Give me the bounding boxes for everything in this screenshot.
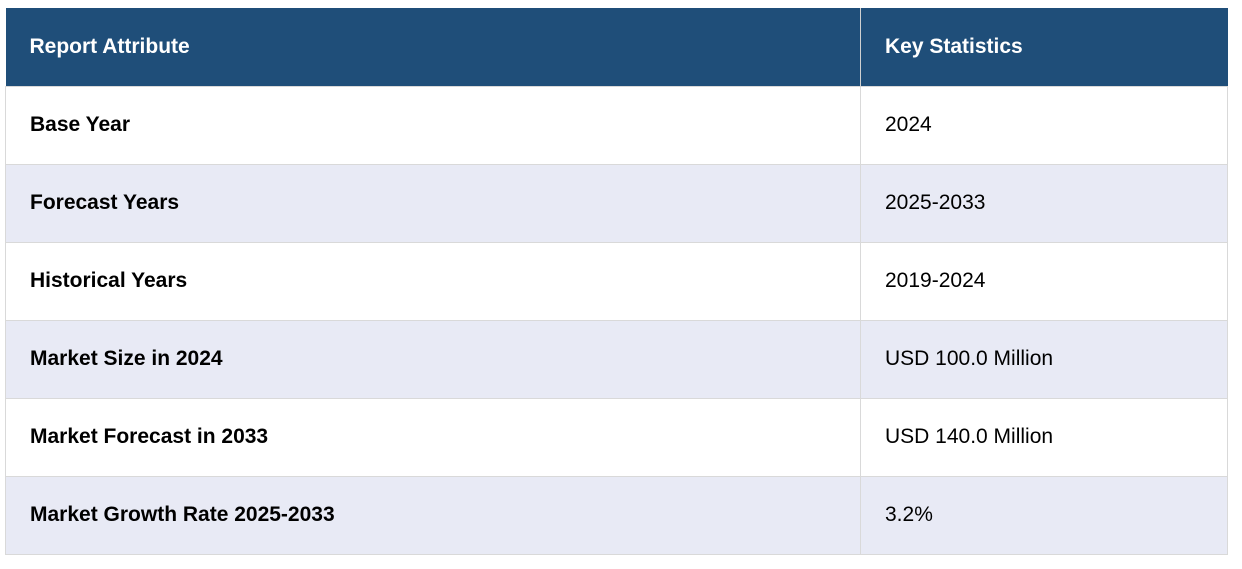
report-table-container: Report Attribute Key Statistics Base Yea… (5, 8, 1228, 555)
row-attribute: Market Forecast in 2033 (5, 397, 861, 477)
table-header: Report Attribute Key Statistics (5, 8, 1228, 86)
row-value: 2019-2024 (860, 241, 1228, 321)
table-row: Forecast Years 2025-2033 (5, 163, 1228, 243)
table-row: Historical Years 2019-2024 (5, 241, 1228, 321)
row-attribute: Forecast Years (5, 163, 861, 243)
row-value: USD 100.0 Million (860, 319, 1228, 399)
table-row: Market Size in 2024 USD 100.0 Million (5, 319, 1228, 399)
report-statistics-table: Report Attribute Key Statistics Base Yea… (5, 8, 1228, 555)
row-value: 2024 (860, 85, 1228, 165)
table-row: Base Year 2024 (5, 85, 1228, 165)
header-report-attribute: Report Attribute (5, 8, 861, 86)
header-key-statistics: Key Statistics (860, 8, 1228, 86)
table-row: Market Growth Rate 2025-2033 3.2% (5, 475, 1228, 555)
row-attribute: Market Size in 2024 (5, 319, 861, 399)
header-row: Report Attribute Key Statistics (5, 8, 1228, 86)
row-value: 3.2% (860, 475, 1228, 555)
row-attribute: Historical Years (5, 241, 861, 321)
table-row: Market Forecast in 2033 USD 140.0 Millio… (5, 397, 1228, 477)
row-value: 2025-2033 (860, 163, 1228, 243)
row-attribute: Market Growth Rate 2025-2033 (5, 475, 861, 555)
row-value: USD 140.0 Million (860, 397, 1228, 477)
row-attribute: Base Year (5, 85, 861, 165)
table-body: Base Year 2024 Forecast Years 2025-2033 … (5, 85, 1228, 555)
